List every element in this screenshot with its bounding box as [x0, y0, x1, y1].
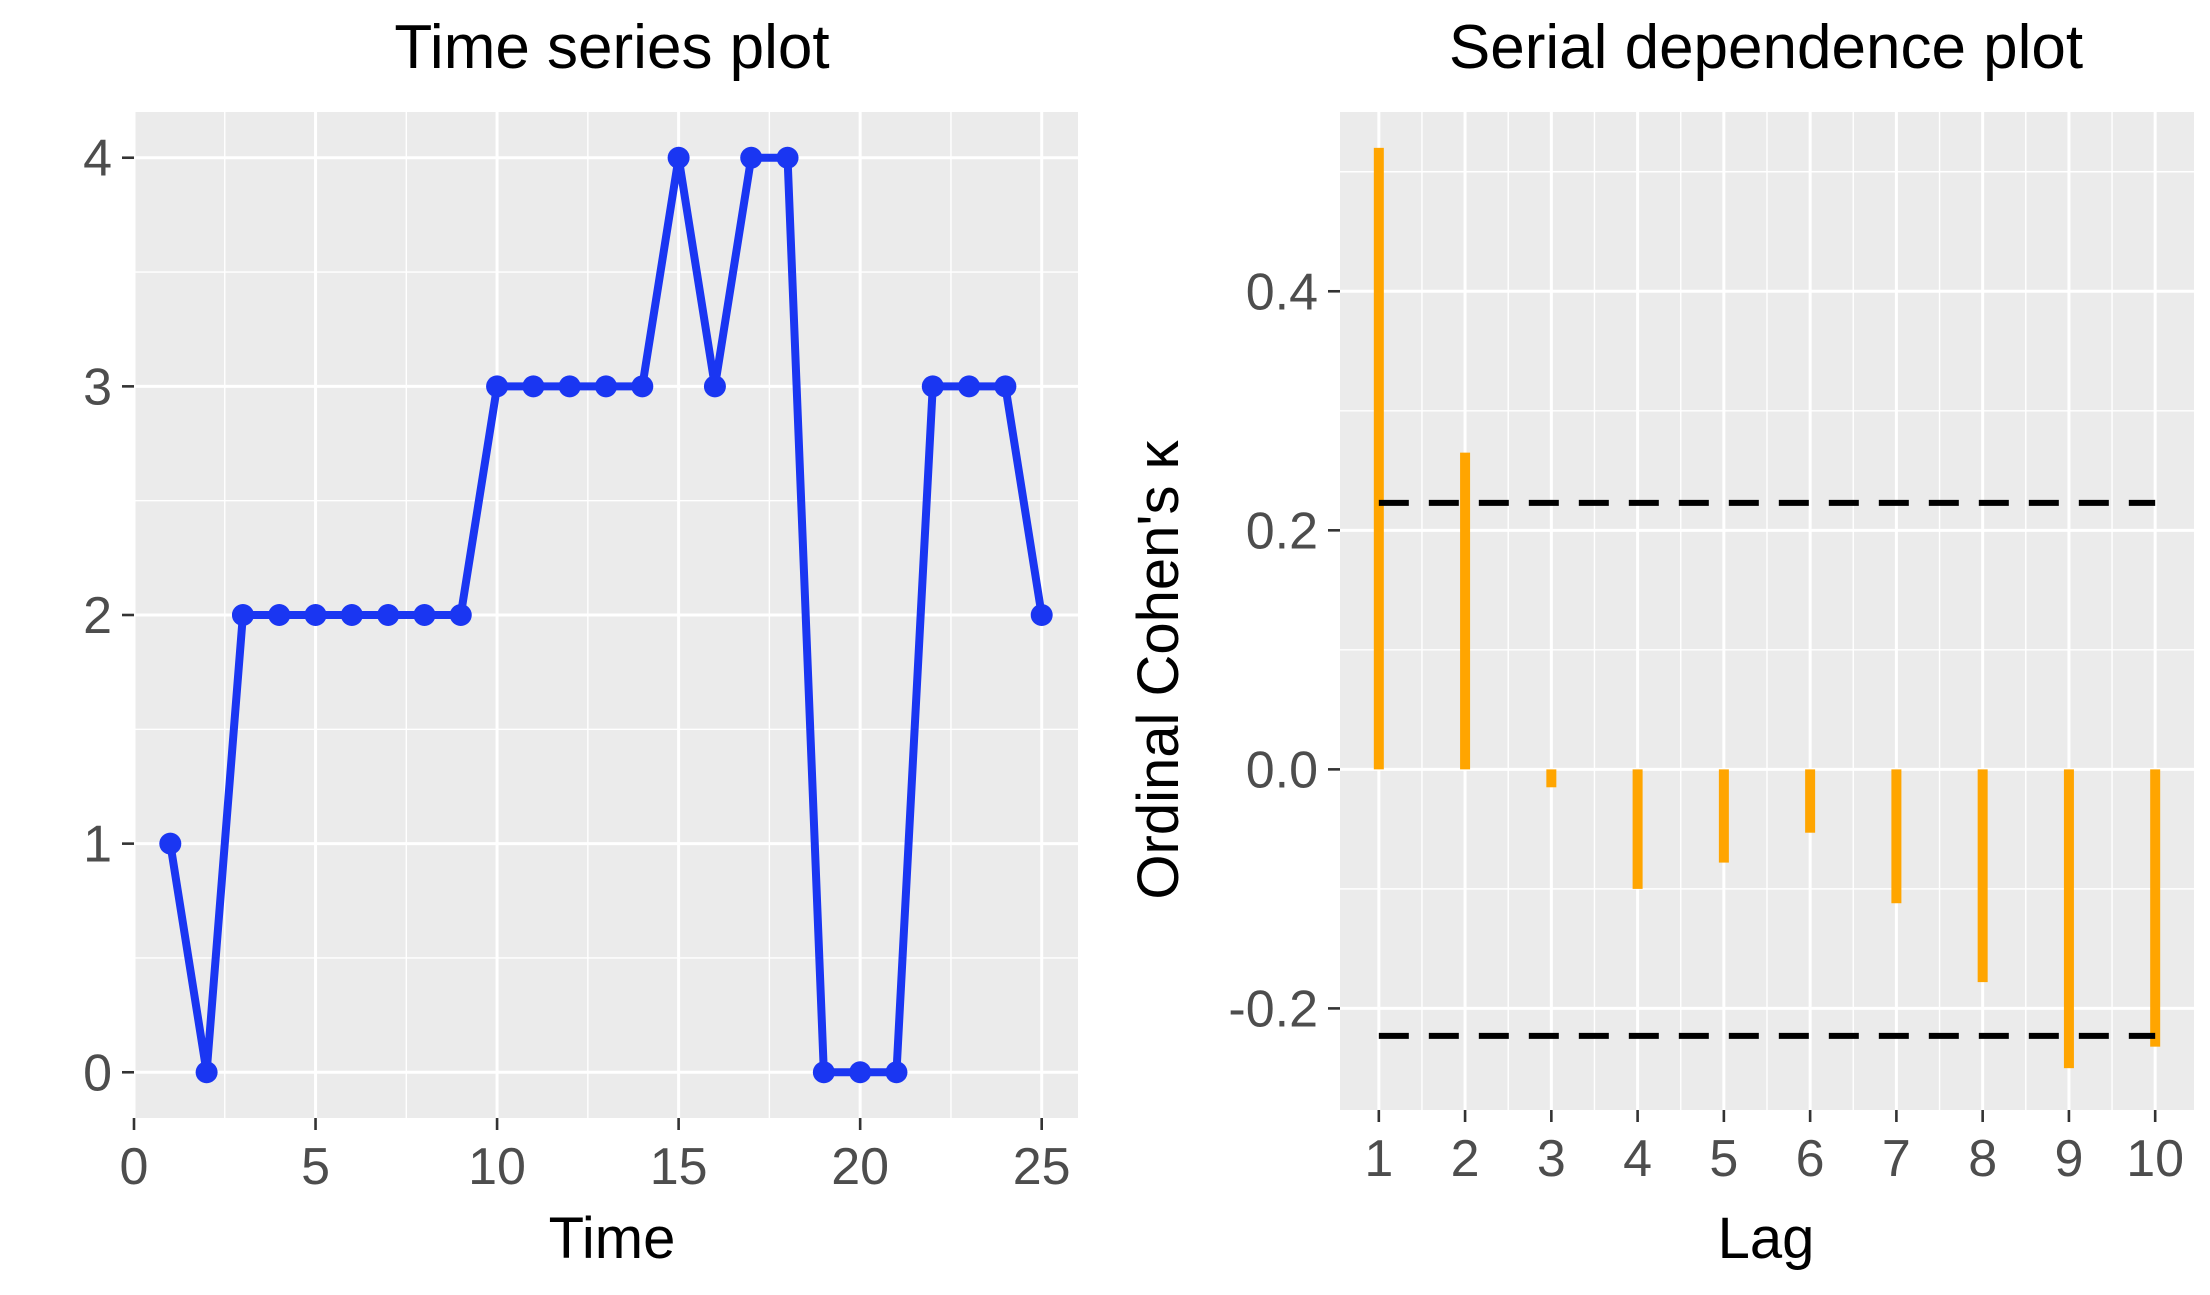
time-series-x-tick-label: 10 [468, 1138, 526, 1196]
time-series-point [340, 604, 363, 626]
time-series-panel: Time series plot Time 0 5 10 15 20 25 0 1 2 3 4 [83, 13, 1078, 1271]
time-series-point [1030, 604, 1053, 626]
time-series-y-tick-label: 4 [83, 130, 112, 188]
serial-dependence-x-tick-label: 10 [2126, 1130, 2184, 1188]
serial-dependence-y-tick-label: 0.0 [1246, 741, 1318, 799]
time-series-point [849, 1061, 872, 1084]
time-series-point [522, 375, 545, 398]
time-series-point [631, 375, 654, 398]
serial-dependence-x-tick-label: 9 [2054, 1130, 2083, 1188]
time-series-x-tick-label: 15 [650, 1138, 708, 1196]
time-series-point [776, 146, 799, 169]
serial-dependence-x-tick-label: 3 [1537, 1130, 1566, 1188]
time-series-x-tick-label: 20 [831, 1138, 889, 1196]
time-series-point [667, 146, 690, 169]
time-series-point [812, 1061, 835, 1084]
serial-dependence-bar [1460, 452, 1471, 770]
serial-dependence-x-axis-title: Lag [1718, 1206, 1815, 1271]
time-series-point [740, 146, 763, 169]
time-series-point [268, 604, 291, 626]
serial-dependence-y-tick-label: -0.2 [1228, 980, 1318, 1038]
time-series-point [885, 1061, 908, 1084]
serial-dependence-x-tick-label: 8 [1968, 1130, 1997, 1188]
serial-dependence-x-tick-label: 1 [1364, 1130, 1393, 1188]
time-series-y-tick-label: 2 [83, 587, 112, 645]
time-series-point [486, 375, 509, 398]
time-series-point [921, 375, 944, 398]
serial-dependence-bar [1977, 769, 1988, 983]
serial-dependence-bar [1373, 147, 1384, 770]
time-series-point [413, 604, 436, 626]
serial-dependence-x-tick-label: 6 [1796, 1130, 1825, 1188]
time-series-x-tick-label: 25 [1013, 1138, 1071, 1196]
time-series-point [195, 1061, 218, 1084]
serial-dependence-bar [2150, 769, 2161, 1047]
time-series-x-axis-title: Time [549, 1206, 676, 1271]
time-series-point [231, 604, 254, 626]
time-series-point [595, 375, 617, 398]
serial-dependence-x-tick-label: 7 [1882, 1130, 1911, 1188]
serial-dependence-title: Serial dependence plot [1449, 13, 2083, 82]
time-series-y-tick-label: 1 [83, 816, 112, 874]
time-series-x-tick-label: 5 [301, 1138, 330, 1196]
time-series-point [377, 604, 400, 626]
time-series-x-tick-label: 0 [120, 1138, 149, 1196]
serial-dependence-bar [1546, 769, 1557, 788]
time-series-point [159, 832, 182, 855]
serial-dependence-panel: Serial dependence plot Lag Ordinal Cohen… [1126, 13, 2194, 1271]
time-series-point [558, 375, 581, 398]
time-series-point [703, 375, 726, 398]
serial-dependence-x-tick-label: 2 [1451, 1130, 1480, 1188]
time-series-y-tick-label: 0 [83, 1044, 112, 1102]
serial-dependence-bar [1891, 769, 1902, 904]
serial-dependence-y-tick-label: 0.4 [1246, 263, 1318, 321]
time-series-y-tick-label: 3 [83, 358, 112, 416]
serial-dependence-bar [2063, 769, 2074, 1069]
serial-dependence-bar [1805, 769, 1816, 833]
time-series-point [449, 604, 472, 626]
serial-dependence-x-tick-label: 4 [1623, 1130, 1652, 1188]
serial-dependence-y-axis-title: Ordinal Cohen's κ [1126, 439, 1191, 899]
serial-dependence-bar [1718, 769, 1729, 863]
serial-dependence-bar [1632, 769, 1643, 889]
time-series-point [304, 604, 327, 626]
serial-dependence-y-tick-label: 0.2 [1246, 502, 1318, 560]
serial-dependence-x-tick-label: 5 [1709, 1130, 1738, 1188]
time-series-point [994, 375, 1017, 398]
time-series-title: Time series plot [394, 13, 829, 82]
time-series-point [958, 375, 981, 398]
